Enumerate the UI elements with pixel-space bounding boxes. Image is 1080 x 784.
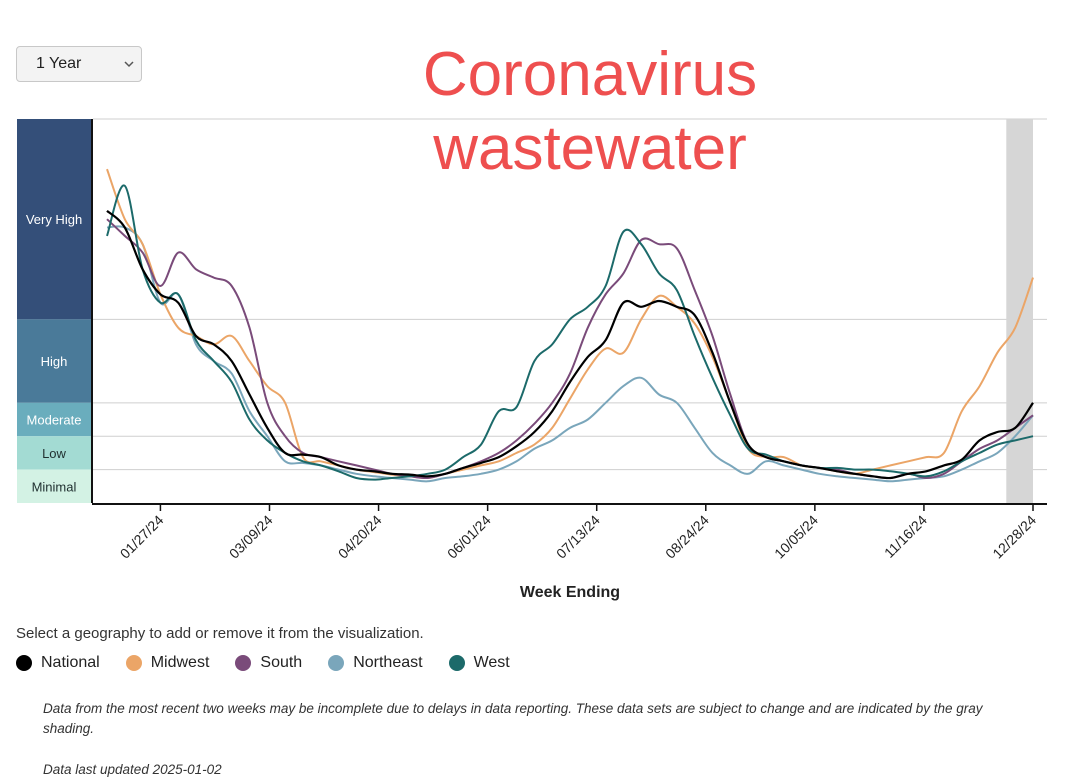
legend: National Midwest South Northeast West [16,654,510,672]
legend-dot-northeast [328,655,345,671]
x-tick-label: 08/24/24 [662,512,712,562]
level-band-minimal [17,469,91,503]
level-label: Minimal [32,479,77,494]
chevron-down-icon [124,61,134,68]
last-updated-note: Data last updated 2025-01-02 [43,762,222,777]
legend-dot-national [16,655,32,671]
legend-dot-south [235,655,252,671]
level-label: Moderate [27,413,82,428]
x-tick-label: 06/01/24 [444,512,494,562]
x-tick-label: 03/09/24 [226,512,276,562]
overlay-title-line2: wastewater [433,114,747,183]
level-label: Low [42,446,66,461]
series-line-south [106,218,1034,480]
legend-item-south[interactable]: South [235,654,302,672]
series-line-midwest [106,168,1034,480]
legend-label-midwest: Midwest [150,654,210,671]
level-band-high [17,319,91,403]
series-line-west [106,184,1034,481]
overlay-title: Coronavirus wastewater [330,38,850,186]
x-tick-label: 11/16/24 [881,512,930,561]
x-axis-title: Week Ending [520,584,620,601]
level-label: Very High [26,212,82,227]
legend-label-northeast: Northeast [353,654,423,671]
geography-prompt: Select a geography to add or remove it f… [16,625,424,642]
incomplete-shading [1006,119,1033,503]
legend-label-national: National [41,654,100,671]
x-tick-label: 01/27/24 [117,512,167,562]
legend-dot-midwest [125,655,142,671]
level-band-low [17,436,91,470]
time-range-value: 1 Year [36,55,82,72]
level-label: High [41,354,68,369]
x-tick-label: 12/28/24 [989,512,1039,562]
time-range-select[interactable]: 1 Year [16,46,142,82]
legend-item-west[interactable]: West [448,654,510,672]
legend-label-west: West [473,654,510,671]
legend-item-national[interactable]: National [16,654,100,672]
series-line-northeast [106,225,1034,483]
legend-item-northeast[interactable]: Northeast [328,654,423,672]
x-tick-label: 07/13/24 [553,512,603,562]
incomplete-data-note: Data from the most recent two weeks may … [43,701,983,736]
level-band-very-high [17,119,91,320]
wastewater-chart: Very High High Moderate Low Minimal 01/27/24 0… [17,118,1047,601]
legend-label-south: South [260,654,303,671]
series-line-national [106,209,1034,480]
overlay-title-line1: Coronavirus [422,40,758,109]
legend-item-midwest[interactable]: Midwest [125,654,210,672]
level-band-moderate [17,402,91,437]
legend-dot-west [448,655,465,671]
x-tick-label: 04/20/24 [335,512,385,562]
x-tick-label: 10/05/24 [771,512,821,562]
